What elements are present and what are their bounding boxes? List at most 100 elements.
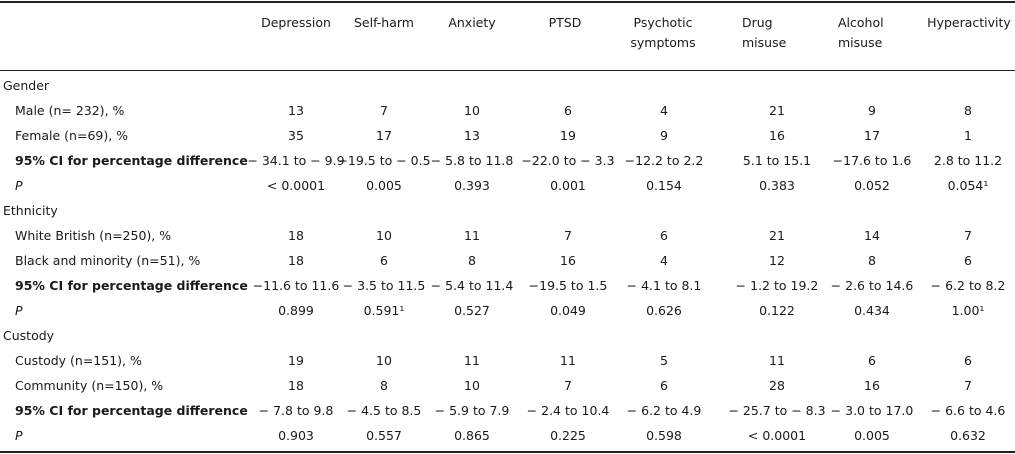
row-label: P [15, 428, 23, 443]
table-cell: 0.899 [278, 303, 314, 318]
table-cell: 0.591¹ [363, 303, 405, 318]
table-cell: 19 [288, 353, 304, 368]
table-cell: 10 [464, 378, 480, 393]
table-cell: 0.049 [550, 303, 586, 318]
table-cell: 6 [964, 353, 972, 368]
row-label: P [15, 178, 23, 193]
table-cell: 14 [864, 228, 880, 243]
table-cell: 6 [964, 253, 972, 268]
table-cell: 7 [964, 378, 972, 393]
table-cell: − 6.2 to 4.9 [626, 403, 702, 418]
row-label: Black and minority (n=51), % [15, 253, 201, 268]
table-cell: − 5.4 to 11.4 [430, 278, 514, 293]
table-cell: 21 [769, 228, 785, 243]
table-cell: − 4.5 to 8.5 [346, 403, 422, 418]
table-cell: 0.225 [550, 428, 586, 443]
table-cell: −22.0 to − 3.3 [521, 153, 615, 168]
section-title: Custody [3, 328, 55, 343]
table-cell: 10 [376, 228, 392, 243]
table-cell: 35 [288, 128, 304, 143]
row-label: Male (n= 232), % [15, 103, 125, 118]
table-cell: 9 [660, 128, 668, 143]
table-cell: − 3.0 to 17.0 [830, 403, 914, 418]
table-cell: 9 [868, 103, 876, 118]
table-cell: 0.383 [759, 178, 795, 193]
table-cell: 8 [964, 103, 972, 118]
col-header-alcohol: Alcohol misuse [838, 15, 884, 50]
table-cell: 16 [769, 128, 785, 143]
table-cell: − 1.2 to 19.2 [735, 278, 819, 293]
table-cell: 0.005 [366, 178, 402, 193]
row-label: Female (n=69), % [15, 128, 129, 143]
table-cell: 18 [288, 378, 304, 393]
header-rule [0, 70, 1015, 71]
table-cell: 0.557 [366, 428, 402, 443]
col-header-hyperactivity: Hyperactivity [927, 15, 1011, 30]
table-cell: −17.6 to 1.6 [832, 153, 912, 168]
row-label: 95% CI for percentage difference [15, 153, 248, 168]
table-cell: 11 [769, 353, 785, 368]
table-cell: 7 [380, 103, 388, 118]
table-cell: 11 [464, 353, 480, 368]
table-cell: − 2.6 to 14.6 [830, 278, 914, 293]
table-cell: 0.903 [278, 428, 314, 443]
section-title: Ethnicity [3, 203, 58, 218]
table-cell: −11.6 to 11.6 [252, 278, 340, 293]
table-cell: 7 [564, 378, 572, 393]
table-cell: − 25.7 to − 8.3 [728, 403, 826, 418]
row-label: 95% CI for percentage difference [15, 403, 248, 418]
table-cell: 0.122 [759, 303, 795, 318]
table-cell: 8 [468, 253, 476, 268]
col-header-self-harm: Self-harm [353, 15, 414, 30]
table-cell: − 4.1 to 8.1 [626, 278, 702, 293]
table-cell: − 5.8 to 11.8 [430, 153, 514, 168]
table-cell: 0.001 [550, 178, 586, 193]
table-cell: 0.434 [854, 303, 890, 318]
table-cell: 13 [288, 103, 304, 118]
table-cell: − 34.1 to − 9.9 [247, 153, 345, 168]
table-cell: 8 [868, 253, 876, 268]
table-cell: 6 [868, 353, 876, 368]
table-cell: 0.052 [854, 178, 890, 193]
table-cell: < 0.0001 [266, 178, 326, 193]
table-cell: − 6.2 to 8.2 [930, 278, 1006, 293]
row-label: Custody (n=151), % [15, 353, 142, 368]
table-cell: 18 [288, 228, 304, 243]
table-cell: 6 [564, 103, 572, 118]
row-label: Community (n=150), % [15, 378, 164, 393]
table-cell: 13 [464, 128, 480, 143]
bottom-rule [0, 451, 1015, 453]
table-cell: 6 [660, 228, 668, 243]
table-cell: 17 [376, 128, 392, 143]
top-rule [0, 1, 1015, 3]
table-cell: − 7.8 to 9.8 [258, 403, 334, 418]
table-cell: 18 [288, 253, 304, 268]
table-cell: 28 [769, 378, 785, 393]
table-cell: 1.00¹ [951, 303, 985, 318]
table-cell: −19.5 to 1.5 [528, 278, 608, 293]
row-label: 95% CI for percentage difference [15, 278, 248, 293]
table-cell: 16 [560, 253, 576, 268]
table-cell: 7 [564, 228, 572, 243]
col-header-psychotic: Psychotic symptoms [630, 15, 696, 50]
table-cell: −19.5 to − 0.5 [337, 153, 431, 168]
table-cell: − 3.5 to 11.5 [342, 278, 426, 293]
col-header-depression: Depression [261, 15, 331, 30]
table-cell: 0.054¹ [947, 178, 989, 193]
table-cell: 21 [769, 103, 785, 118]
table-cell: −12.2 to 2.2 [624, 153, 704, 168]
table-cell: 0.865 [454, 428, 490, 443]
table-cell: 10 [376, 353, 392, 368]
table-cell: 0.005 [854, 428, 890, 443]
table-cell: 0.632 [950, 428, 986, 443]
table-cell: 2.8 to 11.2 [933, 153, 1003, 168]
row-label: P [15, 303, 23, 318]
table-cell: 10 [464, 103, 480, 118]
table-cell: 11 [560, 353, 576, 368]
table-cell: 16 [864, 378, 880, 393]
table-cell: 12 [769, 253, 785, 268]
table-cell: − 2.4 to 10.4 [526, 403, 610, 418]
table-cell: 11 [464, 228, 480, 243]
row-label: White British (n=250), % [15, 228, 172, 243]
